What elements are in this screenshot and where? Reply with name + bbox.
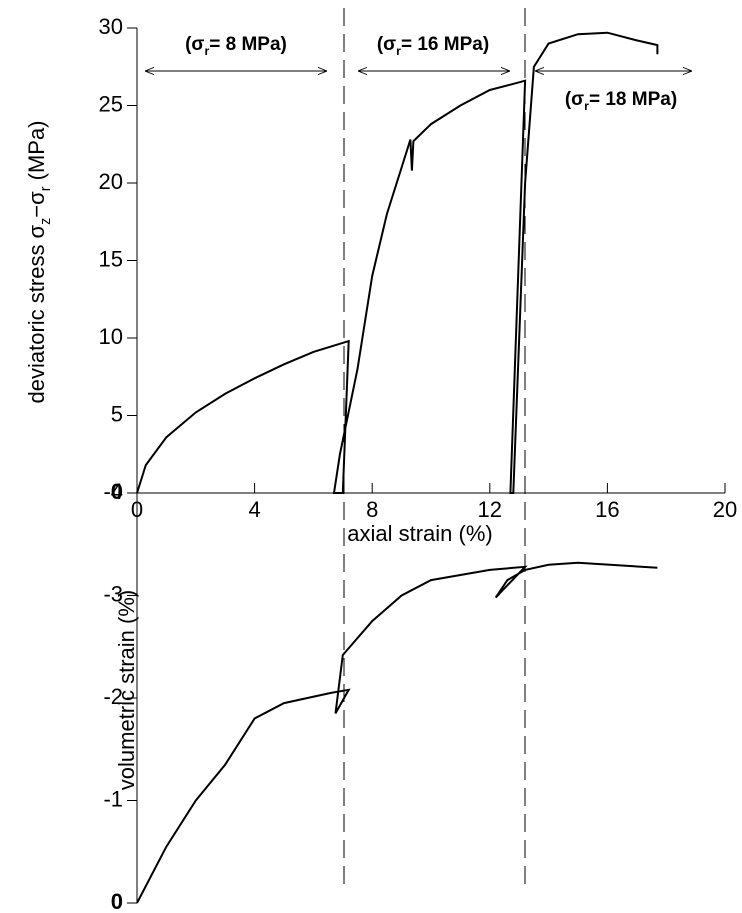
y-axis-label-part: (MPa) bbox=[24, 121, 49, 187]
y-axis-label: deviatoric stress σz−σr (MPa) bbox=[24, 121, 54, 404]
annotation-part: r bbox=[204, 44, 209, 58]
y-axis-label: volumetric strain (%) bbox=[114, 590, 139, 790]
annotation-part: = 16 MPa) bbox=[401, 34, 489, 55]
annotation-part: = 8 MPa) bbox=[209, 34, 287, 55]
x-tick-label: 16 bbox=[595, 497, 619, 522]
x-axis-label: axial strain (%) bbox=[347, 521, 492, 546]
y-axis-label-part: r bbox=[38, 186, 54, 191]
annotation-part: (σ bbox=[565, 89, 584, 110]
y-tick-label: 30 bbox=[99, 14, 123, 39]
y-tick-label: -1 bbox=[103, 786, 123, 811]
annotation: (σr= 18 MPa) bbox=[565, 89, 677, 113]
x-tick-label: 4 bbox=[248, 497, 260, 522]
y-tick-label: -4 bbox=[103, 479, 123, 504]
y-tick-label: 0 bbox=[111, 479, 123, 504]
y-tick-label: 0 bbox=[111, 889, 123, 913]
annotation-part: (σ bbox=[185, 34, 204, 55]
annotation-part: = 18 MPa) bbox=[589, 89, 677, 110]
data-line bbox=[136, 561, 658, 904]
annotation-part: r bbox=[396, 44, 401, 58]
y-tick-label: -2 bbox=[103, 684, 123, 709]
annotation: (σr= 16 MPa) bbox=[377, 34, 489, 58]
y-axis-label-part: deviatoric stress σ bbox=[24, 224, 49, 403]
y-tick-label: 25 bbox=[99, 91, 123, 116]
y-axis-label-part: −σ bbox=[24, 191, 49, 218]
y-tick-label: 5 bbox=[111, 401, 123, 426]
y-tick-label: -3 bbox=[103, 581, 123, 606]
x-tick-label: 0 bbox=[131, 497, 143, 522]
y-tick-label: 20 bbox=[99, 169, 123, 194]
data-line bbox=[136, 31, 659, 494]
y-tick-label: 15 bbox=[99, 246, 123, 271]
y-tick-label: 10 bbox=[99, 324, 123, 349]
annotation-part: r bbox=[584, 99, 589, 113]
annotation: (σr= 8 MPa) bbox=[185, 34, 287, 58]
annotation-part: (σ bbox=[377, 34, 396, 55]
x-tick-label: 12 bbox=[478, 497, 502, 522]
x-tick-label: 8 bbox=[366, 497, 378, 522]
x-tick-label: 20 bbox=[713, 497, 737, 522]
y-axis-label-part: z bbox=[38, 218, 54, 225]
